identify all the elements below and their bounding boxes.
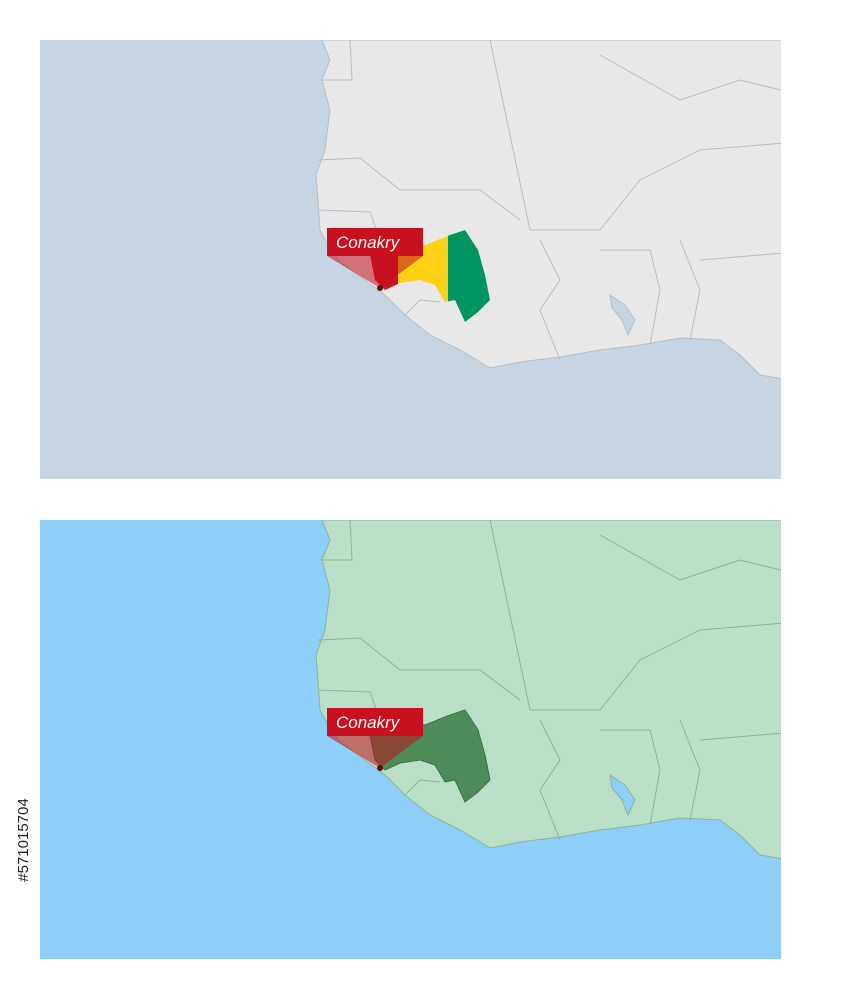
border	[404, 779, 441, 796]
border	[539, 239, 561, 361]
lake	[609, 773, 636, 817]
image-id: #571015704	[15, 798, 32, 881]
map-panel: Conakry	[40, 40, 781, 479]
city-label: Conakry	[336, 233, 401, 252]
city-pin	[377, 285, 383, 291]
border	[599, 54, 781, 101]
border	[489, 40, 531, 231]
label-box	[327, 708, 423, 736]
border	[539, 719, 561, 841]
border	[600, 729, 661, 826]
border	[699, 732, 781, 741]
border	[679, 719, 701, 821]
border	[599, 534, 781, 581]
map: Conakry	[40, 40, 781, 479]
border	[320, 520, 353, 561]
city-pin	[377, 765, 383, 771]
border	[699, 252, 781, 261]
map-panel: Conakry	[40, 520, 781, 959]
border	[320, 40, 353, 81]
label-shadow	[327, 256, 423, 288]
map: Conakry	[40, 520, 781, 959]
lake	[609, 293, 636, 337]
border	[317, 157, 521, 221]
border	[600, 249, 661, 346]
border	[679, 239, 701, 341]
city-label: Conakry	[336, 713, 401, 732]
label-box	[327, 228, 423, 256]
border	[530, 142, 781, 231]
border	[489, 520, 531, 711]
land	[315, 40, 781, 380]
land	[315, 520, 781, 860]
border	[530, 622, 781, 711]
border	[404, 299, 441, 316]
label-shadow	[327, 736, 423, 768]
border	[317, 637, 521, 701]
